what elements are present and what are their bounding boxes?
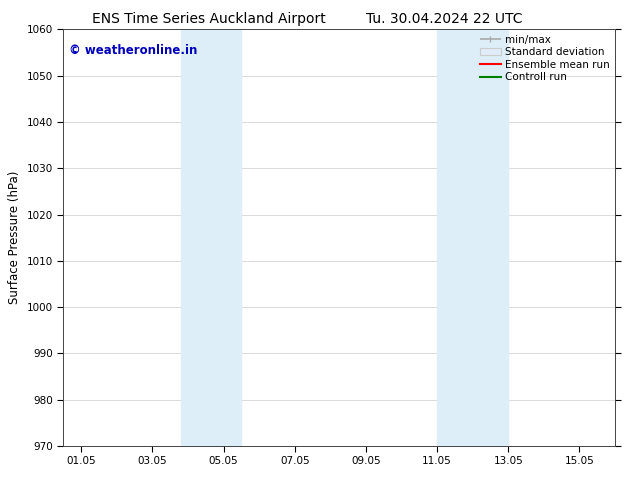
Y-axis label: Surface Pressure (hPa): Surface Pressure (hPa) — [8, 171, 21, 304]
Bar — [181, 29, 242, 446]
Legend: min/max, Standard deviation, Ensemble mean run, Controll run: min/max, Standard deviation, Ensemble me… — [478, 32, 612, 84]
Text: Tu. 30.04.2024 22 UTC: Tu. 30.04.2024 22 UTC — [366, 12, 522, 26]
Text: ENS Time Series Auckland Airport: ENS Time Series Auckland Airport — [93, 12, 326, 26]
Text: © weatheronline.in: © weatheronline.in — [69, 44, 197, 57]
Bar — [437, 29, 508, 446]
